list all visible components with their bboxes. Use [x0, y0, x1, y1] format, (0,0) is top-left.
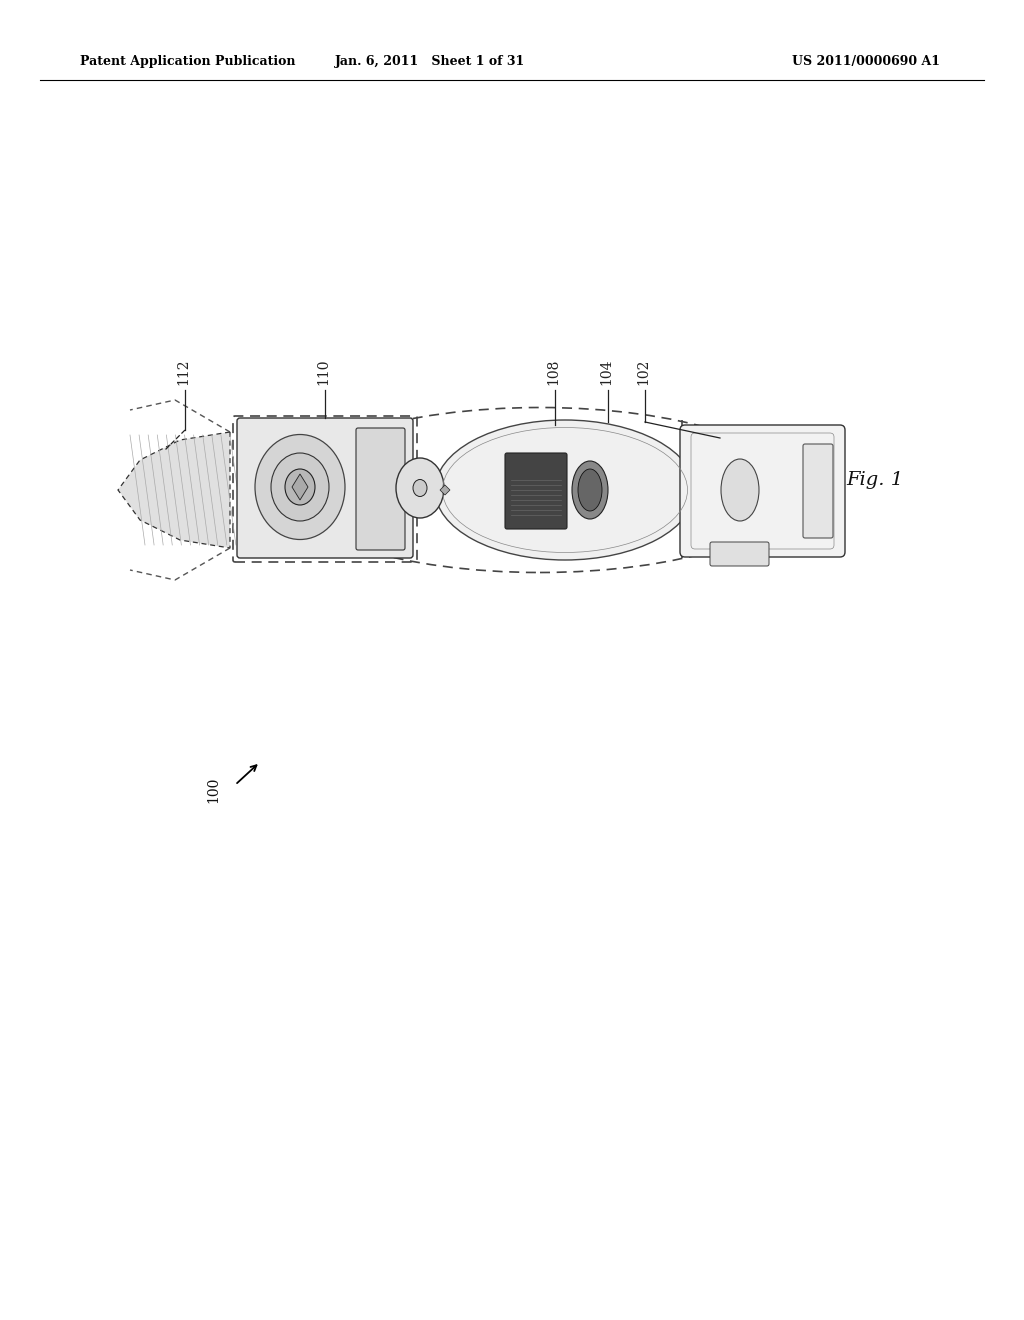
Text: Fig. 1: Fig. 1 — [847, 471, 903, 488]
Ellipse shape — [435, 420, 695, 560]
FancyBboxPatch shape — [237, 418, 413, 558]
Ellipse shape — [396, 458, 444, 517]
Polygon shape — [440, 484, 450, 495]
Text: 104: 104 — [599, 359, 613, 385]
Ellipse shape — [271, 453, 329, 521]
Text: Patent Application Publication: Patent Application Publication — [80, 55, 296, 69]
FancyBboxPatch shape — [680, 425, 845, 557]
Ellipse shape — [255, 434, 345, 540]
Ellipse shape — [413, 479, 427, 496]
Ellipse shape — [721, 459, 759, 521]
Ellipse shape — [285, 469, 315, 506]
Polygon shape — [292, 474, 308, 500]
Ellipse shape — [572, 461, 608, 519]
Text: 110: 110 — [316, 359, 330, 385]
Text: 100: 100 — [206, 776, 220, 803]
Text: 112: 112 — [176, 359, 190, 385]
Text: Jan. 6, 2011   Sheet 1 of 31: Jan. 6, 2011 Sheet 1 of 31 — [335, 55, 525, 69]
Polygon shape — [118, 432, 230, 548]
FancyBboxPatch shape — [710, 543, 769, 566]
Text: 102: 102 — [636, 359, 650, 385]
FancyBboxPatch shape — [356, 428, 406, 550]
FancyBboxPatch shape — [505, 453, 567, 529]
Text: US 2011/0000690 A1: US 2011/0000690 A1 — [792, 55, 940, 69]
Text: 108: 108 — [546, 359, 560, 385]
FancyBboxPatch shape — [803, 444, 833, 539]
Ellipse shape — [578, 469, 602, 511]
